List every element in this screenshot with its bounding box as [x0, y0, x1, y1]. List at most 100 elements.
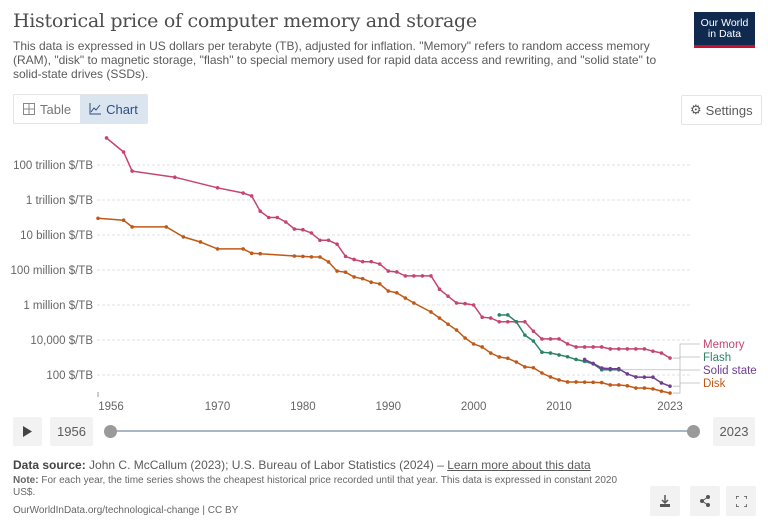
timeline-end-handle[interactable] — [687, 425, 700, 438]
data-point — [565, 380, 570, 384]
settings-label: Settings — [705, 102, 753, 118]
tab-table[interactable]: Table — [14, 95, 80, 123]
data-point — [608, 366, 613, 371]
share-button[interactable] — [690, 486, 720, 516]
data-point — [582, 380, 587, 384]
data-point — [668, 356, 672, 360]
data-point — [574, 357, 578, 362]
data-point — [429, 274, 433, 278]
data-point — [463, 301, 467, 306]
data-point — [497, 313, 502, 317]
data-point — [591, 345, 595, 349]
data-point — [608, 383, 613, 387]
data-point — [514, 319, 519, 324]
tab-label: Chart — [106, 101, 138, 117]
data-point — [343, 254, 348, 259]
data-point — [540, 371, 544, 375]
x-tick-label: 1990 — [375, 401, 401, 413]
timeline-end-year[interactable]: 2023 — [713, 417, 755, 446]
data-point — [215, 185, 220, 190]
data-point — [625, 384, 630, 388]
settings-button[interactable]: ⚙ Settings — [681, 95, 762, 125]
data-point — [454, 301, 459, 305]
data-point — [318, 238, 322, 243]
legend-connector — [673, 369, 700, 387]
data-point — [360, 259, 365, 264]
data-point — [130, 225, 134, 229]
note-text: For each year, the time series shows the… — [13, 475, 618, 498]
data-point — [292, 227, 297, 231]
legend-connector — [621, 356, 700, 371]
data-point — [104, 136, 109, 140]
data-point — [642, 347, 647, 351]
x-tick-label: 1970 — [205, 401, 231, 413]
x-tick-label: 2000 — [461, 401, 487, 413]
learn-more-link[interactable]: Learn more about this data — [447, 458, 591, 472]
legend-label: Flash — [703, 352, 731, 364]
data-point — [565, 342, 570, 346]
data-point — [121, 218, 126, 223]
data-point — [659, 389, 664, 393]
data-point — [412, 301, 416, 305]
footer-url[interactable]: OurWorldInData.org/technological-change … — [13, 505, 239, 516]
timeline-start-year[interactable]: 1956 — [50, 417, 93, 446]
data-point — [403, 296, 408, 300]
data-point — [480, 345, 484, 349]
data-point — [471, 303, 476, 307]
timeline-track[interactable] — [110, 430, 694, 432]
table-icon — [23, 103, 35, 115]
play-button[interactable] — [13, 417, 42, 446]
data-point — [505, 319, 510, 324]
legend-connector — [673, 382, 700, 394]
data-point — [420, 274, 425, 278]
data-point — [446, 322, 450, 326]
download-button[interactable] — [650, 486, 680, 516]
legend-label: Disk — [703, 378, 726, 390]
series-line — [97, 217, 671, 394]
y-tick-label: 1 trillion $/TB — [26, 195, 93, 207]
y-tick-label: 10,000 $/TB — [30, 335, 93, 347]
data-point — [668, 384, 672, 388]
y-tick-label: 100 trillion $/TB — [13, 160, 93, 172]
data-point — [634, 347, 638, 351]
play-icon — [23, 426, 32, 437]
data-point — [497, 319, 502, 324]
data-point — [616, 366, 621, 371]
data-point — [301, 227, 305, 232]
data-point — [651, 387, 655, 391]
logo-line-2: in Data — [707, 27, 742, 40]
data-point — [395, 290, 399, 295]
data-point — [377, 262, 382, 266]
data-point — [96, 216, 100, 221]
line-chart-icon — [89, 103, 102, 115]
series-line — [106, 137, 671, 359]
owid-logo[interactable]: Our World in Data — [694, 12, 755, 48]
series-disk: Disk — [96, 216, 726, 395]
data-point — [377, 282, 382, 286]
data-point — [514, 360, 519, 364]
data-point — [241, 247, 245, 251]
data-point — [352, 275, 356, 279]
data-point — [505, 313, 510, 317]
data-point — [446, 294, 450, 298]
tab-chart[interactable]: Chart — [80, 95, 147, 123]
data-point — [463, 336, 467, 340]
fullscreen-icon — [735, 495, 747, 507]
timeline-start-handle[interactable] — [104, 425, 117, 438]
data-point — [386, 269, 391, 273]
x-tick-label: 1956 — [98, 401, 124, 413]
data-point — [352, 257, 356, 262]
data-point — [616, 347, 621, 351]
data-point — [557, 378, 561, 382]
data-point — [318, 255, 322, 259]
series-memory: Memory — [104, 136, 745, 360]
data-point — [301, 254, 305, 259]
data-point — [437, 316, 442, 320]
data-point — [454, 328, 459, 332]
fullscreen-button[interactable] — [726, 486, 756, 516]
data-point — [198, 240, 203, 244]
data-point — [386, 289, 391, 293]
data-point — [599, 345, 604, 349]
data-point — [471, 342, 476, 346]
data-point — [523, 333, 527, 337]
